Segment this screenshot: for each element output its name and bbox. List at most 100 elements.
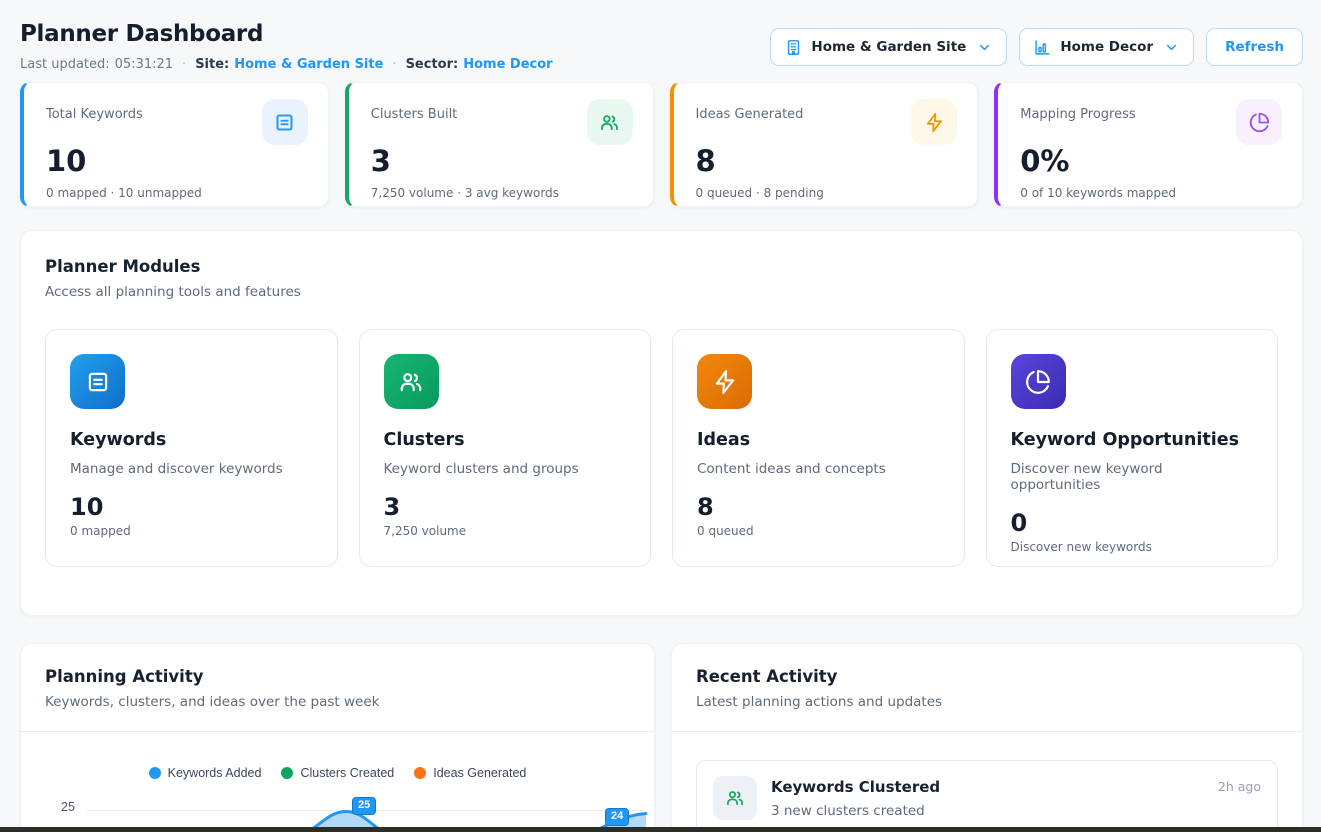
module-card-clusters[interactable]: Clusters Keyword clusters and groups 3 7… — [358, 329, 651, 567]
y-axis-tick: 25 — [61, 800, 75, 814]
users-icon — [383, 354, 439, 409]
legend-label: Keywords Added — [167, 766, 262, 780]
meta-separator: · — [182, 57, 187, 72]
legend-item-clusters-created: Clusters Created — [281, 766, 394, 780]
module-sub: 0 queued — [697, 524, 754, 538]
module-value: 10 — [70, 493, 104, 521]
module-description: Content ideas and concepts — [697, 461, 886, 477]
users-icon — [713, 776, 757, 820]
module-sub: Discover new keywords — [1010, 540, 1152, 554]
zap-icon — [911, 99, 958, 145]
module-title: Ideas — [697, 430, 751, 450]
stat-sub: 0 queued · 8 pending — [695, 186, 824, 200]
header-meta: Last updated: 05:31:21 · Site: Home & Ga… — [20, 56, 553, 74]
site-selector-dropdown[interactable]: Home & Garden Site — [770, 28, 1008, 66]
zap-icon — [697, 354, 752, 409]
module-card-keyword-opportunities[interactable]: Keyword Opportunities Discover new keywo… — [985, 329, 1278, 567]
module-sub: 0 mapped — [70, 524, 131, 538]
module-card-keywords[interactable]: Keywords Manage and discover keywords 10… — [45, 329, 338, 567]
module-description: Keyword clusters and groups — [383, 461, 579, 477]
module-title: Clusters — [383, 430, 465, 450]
legend-item-keywords-added: Keywords Added — [148, 766, 262, 780]
header-left: Planner Dashboard Last updated: 05:31:21… — [20, 20, 553, 74]
modules-grid: Keywords Manage and discover keywords 10… — [45, 329, 1278, 567]
pie-chart-icon — [1010, 354, 1066, 409]
bottom-edge-bar — [0, 827, 1321, 832]
modules-section-subtitle: Access all planning tools and features — [45, 284, 301, 300]
users-icon — [586, 99, 633, 145]
module-value: 8 — [697, 493, 714, 521]
stat-card-total-keywords: Total Keywords 10 0 mapped · 10 unmapped — [20, 82, 329, 207]
stat-label: Ideas Generated — [695, 107, 804, 122]
activity-description: 3 new clusters created — [771, 803, 925, 819]
activity-timestamp: 2h ago — [1217, 779, 1261, 794]
bar-chart-icon — [1034, 39, 1051, 56]
page-header: Planner Dashboard Last updated: 05:31:21… — [20, 0, 1303, 74]
document-icon — [70, 354, 125, 409]
stat-label: Total Keywords — [46, 107, 143, 122]
chevron-down-icon — [977, 40, 992, 55]
stat-sub: 7,250 volume · 3 avg keywords — [370, 186, 559, 200]
planning-activity-title: Planning Activity — [45, 667, 204, 686]
document-icon — [261, 99, 308, 145]
activity-body: Keywords Clustered 3 new clusters create… — [771, 776, 1204, 819]
site-selector-label: Home & Garden Site — [811, 39, 967, 55]
modules-section-title: Planner Modules — [45, 257, 201, 276]
chart-legend: Keywords Added Clusters Created Ideas Ge… — [21, 766, 654, 780]
planning-activity-header: Planning Activity Keywords, clusters, an… — [21, 644, 654, 732]
stat-value: 0% — [1020, 144, 1070, 178]
data-point-label: 25 — [352, 797, 377, 815]
page-title: Planner Dashboard — [20, 21, 264, 47]
recent-activity-header: Recent Activity Latest planning actions … — [672, 644, 1302, 732]
planning-activity-panel: Planning Activity Keywords, clusters, an… — [20, 643, 655, 832]
recent-activity-panel: Recent Activity Latest planning actions … — [671, 643, 1303, 832]
stat-label: Mapping Progress — [1020, 107, 1136, 122]
activity-title: Keywords Clustered — [771, 778, 941, 796]
site-meta: Site: Home & Garden Site — [195, 56, 383, 74]
stat-label: Clusters Built — [370, 107, 458, 122]
pie-chart-icon — [1236, 99, 1282, 145]
header-controls: Home & Garden Site Home Decor Refresh — [770, 28, 1303, 66]
bottom-row: Planning Activity Keywords, clusters, an… — [20, 643, 1303, 832]
site-label: Site: — [195, 57, 230, 72]
recent-activity-title: Recent Activity — [696, 667, 838, 686]
sector-link[interactable]: Home Decor — [463, 57, 553, 72]
stat-card-mapping-progress: Mapping Progress 0% 0 of 10 keywords map… — [994, 82, 1303, 207]
recent-activity-subtitle: Latest planning actions and updates — [696, 694, 943, 710]
building-icon — [785, 39, 802, 56]
legend-dot-blue — [148, 767, 161, 779]
sector-meta: Sector: Home Decor — [406, 56, 553, 74]
module-value: 3 — [383, 493, 401, 521]
legend-dot-green — [281, 767, 294, 779]
refresh-button[interactable]: Refresh — [1206, 28, 1303, 66]
data-point-label: 24 — [605, 808, 630, 826]
stats-row: Total Keywords 10 0 mapped · 10 unmapped… — [20, 82, 1303, 207]
sector-label: Sector: — [405, 57, 459, 72]
module-description: Manage and discover keywords — [70, 461, 283, 477]
stat-value: 8 — [695, 144, 716, 178]
stat-value: 3 — [370, 144, 391, 178]
sector-selector-label: Home Decor — [1060, 39, 1154, 55]
site-link[interactable]: Home & Garden Site — [234, 57, 384, 72]
legend-dot-orange — [414, 767, 427, 779]
module-title: Keyword Opportunities — [1010, 430, 1239, 450]
last-updated-label: Last updated: — [20, 57, 110, 72]
meta-separator: · — [392, 57, 397, 72]
module-value: 0 — [1010, 509, 1028, 537]
module-description: Discover new keyword opportunities — [1010, 461, 1163, 493]
stat-value: 10 — [46, 144, 87, 178]
activity-item-keywords-clustered[interactable]: Keywords Clustered 3 new clusters create… — [696, 760, 1278, 832]
module-card-ideas[interactable]: Ideas Content ideas and concepts 8 0 que… — [672, 329, 965, 567]
stat-sub: 0 of 10 keywords mapped — [1020, 186, 1177, 200]
sector-selector-dropdown[interactable]: Home Decor — [1019, 28, 1195, 66]
planner-modules-section: Planner Modules Access all planning tool… — [20, 230, 1303, 616]
planning-activity-subtitle: Keywords, clusters, and ideas over the p… — [45, 694, 380, 710]
legend-item-ideas-generated: Ideas Generated — [414, 766, 526, 780]
last-updated-value: 05:31:21 — [114, 57, 174, 72]
stat-card-clusters-built: Clusters Built 3 7,250 volume · 3 avg ke… — [344, 82, 654, 207]
legend-label: Clusters Created — [300, 766, 395, 780]
last-updated: Last updated: 05:31:21 — [20, 56, 173, 74]
legend-label: Ideas Generated — [433, 766, 527, 780]
stat-sub: 0 mapped · 10 unmapped — [46, 186, 202, 200]
